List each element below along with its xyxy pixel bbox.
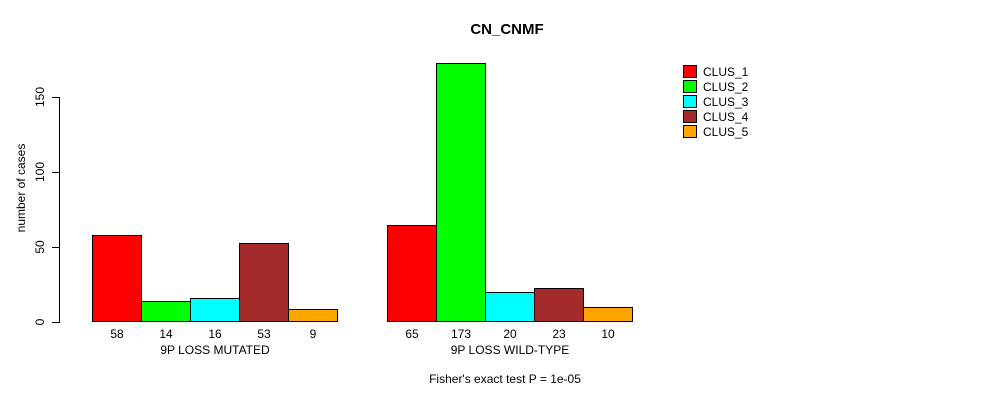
- group-label-9p-loss-mutated: 9P LOSS MUTATED: [160, 343, 270, 357]
- bar-value-label-clus-5-9p-loss-mutated: 9: [309, 327, 317, 341]
- bar-clus-2-9p-loss-mutated: [141, 301, 191, 322]
- fisher-test-caption: Fisher's exact test P = 1e-05: [429, 372, 581, 386]
- legend-item-clus-2: CLUS_2: [683, 79, 748, 94]
- y-tick-label-50: 50: [33, 240, 47, 254]
- legend-item-clus-5: CLUS_5: [683, 124, 748, 139]
- legend-item-clus-1: CLUS_1: [683, 64, 748, 79]
- bar-clus-5-9p-loss-wild-type: [583, 307, 633, 322]
- legend-label-clus-1: CLUS_1: [703, 64, 749, 79]
- y-tick-label-100: 100: [33, 161, 47, 183]
- y-tick-label-0: 0: [33, 318, 47, 326]
- bar-clus-5-9p-loss-mutated: [288, 308, 338, 322]
- bar-value-label-clus-2-9p-loss-wild-type: 173: [450, 327, 472, 341]
- bar-clus-4-9p-loss-wild-type: [534, 287, 584, 322]
- bar-value-label-clus-4-9p-loss-mutated: 53: [257, 327, 271, 341]
- legend-swatch-clus-1: [683, 65, 697, 78]
- bar-value-label-clus-1-9p-loss-wild-type: 65: [405, 327, 419, 341]
- legend-swatch-clus-3: [683, 95, 697, 108]
- bar-value-label-clus-5-9p-loss-wild-type: 10: [601, 327, 615, 341]
- legend-swatch-clus-4: [683, 110, 697, 123]
- legend-swatch-clus-2: [683, 80, 697, 93]
- y-tick-mark-50: [52, 247, 59, 248]
- bar-value-label-clus-1-9p-loss-mutated: 58: [110, 327, 124, 341]
- y-tick-mark-150: [52, 97, 59, 98]
- bar-value-label-clus-2-9p-loss-mutated: 14: [159, 327, 173, 341]
- legend-label-clus-4: CLUS_4: [703, 109, 749, 124]
- bar-clus-3-9p-loss-mutated: [190, 298, 240, 322]
- y-tick-label-150: 150: [33, 86, 47, 108]
- bar-clus-1-9p-loss-wild-type: [387, 224, 437, 322]
- legend-label-clus-5: CLUS_5: [703, 124, 749, 139]
- bar-clus-1-9p-loss-mutated: [92, 235, 142, 322]
- y-axis-line: [59, 97, 60, 323]
- legend-swatch-clus-5: [683, 125, 697, 138]
- bar-value-label-clus-3-9p-loss-mutated: 16: [208, 327, 222, 341]
- y-tick-mark-100: [52, 172, 59, 173]
- y-tick-mark-0: [52, 322, 59, 323]
- bar-clus-3-9p-loss-wild-type: [485, 292, 535, 322]
- legend: CLUS_1 CLUS_2 CLUS_3 CLUS_4 CLUS_5: [683, 64, 748, 139]
- legend-label-clus-2: CLUS_2: [703, 79, 749, 94]
- bar-value-label-clus-4-9p-loss-wild-type: 23: [552, 327, 566, 341]
- chart-title: CN_CNMF: [470, 21, 544, 38]
- bar-value-label-clus-3-9p-loss-wild-type: 20: [503, 327, 517, 341]
- group-label-9p-loss-wild-type: 9P LOSS WILD-TYPE: [450, 343, 570, 357]
- bar-clus-4-9p-loss-mutated: [239, 242, 289, 322]
- legend-item-clus-3: CLUS_3: [683, 94, 748, 109]
- bar-clus-2-9p-loss-wild-type: [436, 62, 486, 322]
- legend-item-clus-4: CLUS_4: [683, 109, 748, 124]
- legend-label-clus-3: CLUS_3: [703, 94, 749, 109]
- y-axis-label: number of cases: [14, 143, 28, 233]
